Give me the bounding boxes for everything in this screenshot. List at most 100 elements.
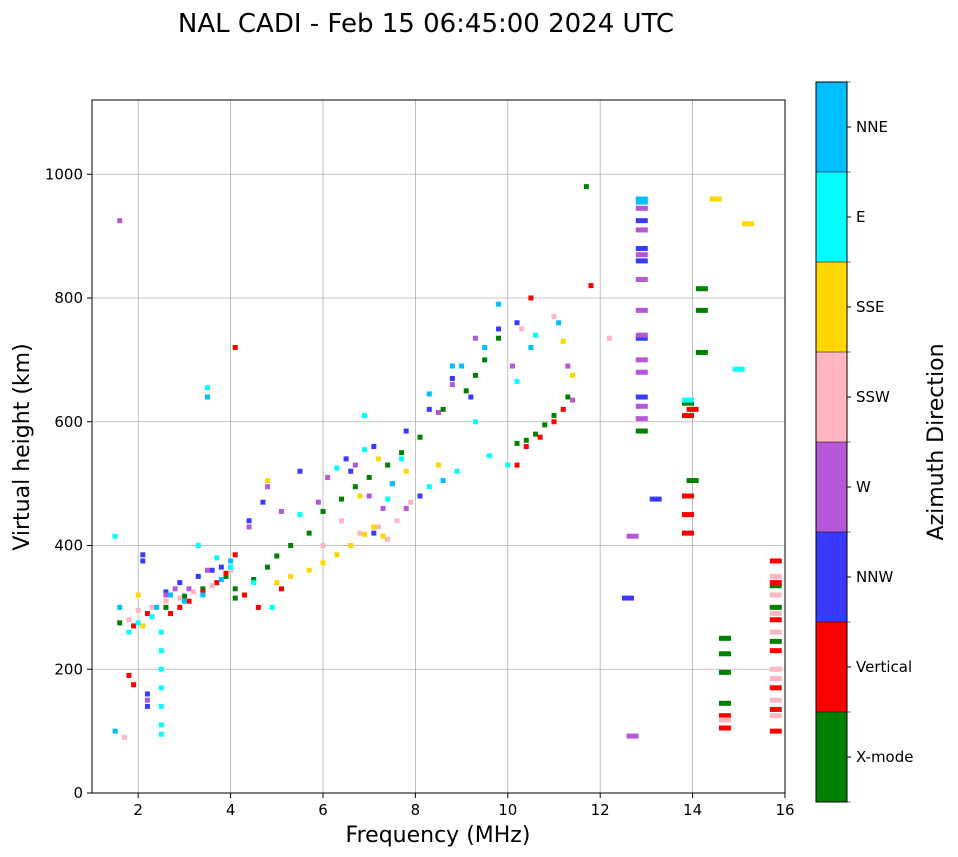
echo-point bbox=[459, 363, 465, 369]
echo-point bbox=[389, 481, 395, 487]
echo-point bbox=[371, 524, 377, 530]
echo-point bbox=[635, 218, 648, 224]
colorbar-swatch bbox=[816, 352, 847, 442]
echo-point bbox=[163, 604, 169, 610]
echo-point bbox=[635, 369, 648, 375]
echo-point bbox=[135, 620, 141, 626]
echo-point bbox=[177, 604, 183, 610]
echo-point bbox=[463, 388, 469, 394]
y-axis-ticks: 0 200 400 600 800 1000 bbox=[45, 165, 92, 802]
echo-point bbox=[158, 666, 164, 672]
echo-point bbox=[181, 593, 187, 599]
echo-point bbox=[366, 493, 372, 499]
series-ssw bbox=[121, 314, 782, 740]
echo-point bbox=[482, 345, 488, 350]
echo-point bbox=[565, 394, 571, 400]
echo-point bbox=[496, 326, 502, 332]
echo-point bbox=[214, 555, 220, 561]
echo-point bbox=[472, 335, 478, 341]
echo-point bbox=[440, 478, 446, 484]
echo-point bbox=[158, 685, 164, 691]
echo-point bbox=[472, 372, 478, 378]
echo-point bbox=[718, 725, 731, 731]
echo-point bbox=[200, 589, 206, 595]
echo-point bbox=[112, 728, 118, 734]
echo-point bbox=[265, 484, 271, 490]
echo-point bbox=[117, 620, 123, 626]
echo-point bbox=[686, 406, 699, 412]
echo-point bbox=[112, 533, 118, 539]
echo-point bbox=[126, 629, 132, 635]
echo-point bbox=[338, 518, 344, 524]
colorbar: X-mode Vertical NNW W SSW SSE E NNE bbox=[815, 81, 913, 803]
echo-point bbox=[436, 462, 441, 468]
echo-point bbox=[399, 456, 405, 462]
series-w bbox=[117, 205, 648, 739]
echo-point bbox=[278, 586, 284, 592]
echo-point bbox=[769, 580, 782, 586]
echo-point bbox=[371, 530, 377, 536]
echo-point bbox=[769, 604, 782, 610]
echo-point bbox=[681, 397, 694, 403]
echo-point bbox=[514, 320, 520, 326]
echo-point bbox=[635, 394, 648, 400]
echo-point bbox=[158, 629, 164, 635]
echo-point bbox=[297, 468, 303, 474]
echo-point bbox=[709, 196, 722, 202]
echo-point bbox=[403, 505, 409, 511]
data-marks bbox=[112, 184, 782, 740]
echo-point bbox=[635, 357, 648, 363]
echo-point bbox=[149, 614, 155, 620]
echo-point bbox=[200, 586, 206, 592]
echo-point bbox=[417, 493, 423, 499]
y-tick-label: 200 bbox=[54, 660, 83, 678]
series-nne bbox=[112, 196, 648, 734]
echo-point bbox=[635, 332, 648, 338]
echo-point bbox=[718, 651, 731, 657]
echo-point bbox=[681, 512, 694, 518]
echo-point bbox=[131, 682, 137, 688]
echo-point bbox=[635, 276, 648, 282]
echo-point bbox=[334, 465, 340, 471]
echo-point bbox=[209, 567, 215, 573]
echo-point bbox=[260, 499, 266, 505]
echo-point bbox=[635, 246, 648, 251]
echo-point bbox=[375, 524, 381, 530]
colorbar-swatch bbox=[816, 82, 847, 172]
echo-point bbox=[440, 406, 446, 412]
echo-point bbox=[681, 530, 694, 536]
echo-point bbox=[362, 531, 368, 537]
echo-point bbox=[426, 391, 432, 397]
echo-point bbox=[274, 580, 280, 586]
echo-point bbox=[338, 496, 344, 502]
echo-point bbox=[718, 713, 731, 719]
x-tick-label: 14 bbox=[683, 801, 702, 819]
colorbar-label-w: W bbox=[856, 478, 871, 496]
echo-point bbox=[769, 697, 782, 703]
echo-point bbox=[769, 728, 782, 734]
echo-point bbox=[246, 518, 252, 524]
echo-point bbox=[681, 413, 694, 419]
echo-point bbox=[315, 499, 321, 505]
echo-point bbox=[626, 733, 639, 739]
echo-point bbox=[306, 567, 312, 573]
echo-point bbox=[228, 564, 234, 570]
echo-point bbox=[542, 422, 548, 428]
echo-point bbox=[695, 307, 708, 313]
echo-point bbox=[769, 617, 782, 623]
echo-point bbox=[718, 635, 731, 641]
echo-point bbox=[265, 564, 271, 570]
echo-point bbox=[769, 638, 782, 644]
echo-point bbox=[482, 357, 488, 363]
echo-point bbox=[144, 697, 150, 703]
echo-point bbox=[769, 666, 782, 672]
echo-point bbox=[769, 573, 782, 579]
echo-point bbox=[635, 199, 648, 205]
echo-point bbox=[232, 552, 238, 558]
echo-point bbox=[126, 672, 132, 678]
echo-point bbox=[269, 604, 275, 610]
echo-point bbox=[385, 462, 391, 468]
x-axis-ticks: 2 4 6 8 10 12 14 16 bbox=[133, 793, 795, 819]
series-e bbox=[112, 332, 745, 737]
echo-point bbox=[635, 227, 648, 233]
